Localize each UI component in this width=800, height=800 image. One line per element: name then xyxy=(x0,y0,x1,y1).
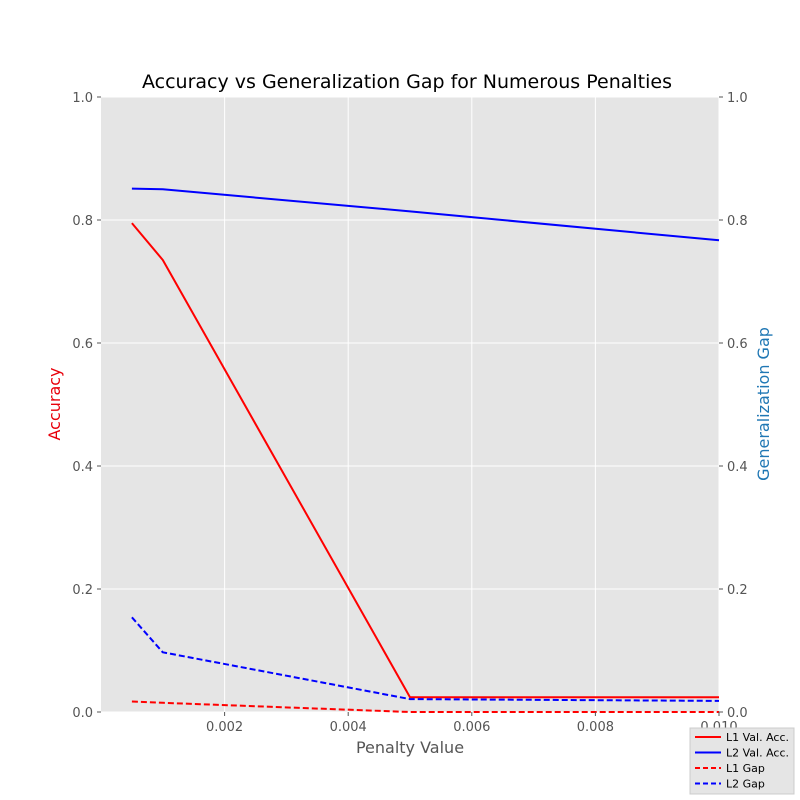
y-left-tick-label: 0.6 xyxy=(72,337,93,352)
series-layer xyxy=(131,187,720,713)
y-right-tick-label: 1.0 xyxy=(727,91,748,106)
grid-layer xyxy=(101,96,720,713)
y-left-tick-label: 0.4 xyxy=(72,460,93,475)
legend-label: L2 Val. Acc. xyxy=(726,747,789,760)
y-right-tick-label: 0.0 xyxy=(727,706,748,721)
ticks-layer: 0.0020.0040.0060.0080.0100.00.00.20.20.4… xyxy=(72,91,747,735)
legend: L1 Val. Acc. L2 Val. Acc. L1 Gap L2 Gap xyxy=(689,727,795,795)
x-tick-label: 0.008 xyxy=(577,720,614,735)
y-axis-left-label: Accuracy xyxy=(45,367,64,440)
y-right-tick-label: 0.2 xyxy=(727,583,748,598)
y-left-tick-label: 1.0 xyxy=(72,91,93,106)
legend-label: L2 Gap xyxy=(726,778,765,791)
chart-title: Accuracy vs Generalization Gap for Numer… xyxy=(142,71,672,93)
legend-label: L1 Val. Acc. xyxy=(726,731,789,744)
x-tick-label: 0.002 xyxy=(206,720,243,735)
x-tick-label: 0.006 xyxy=(453,720,490,735)
y-left-tick-label: 0.8 xyxy=(72,214,93,229)
x-axis-label: Penalty Value xyxy=(356,738,464,757)
x-tick-label: 0.004 xyxy=(330,720,367,735)
y-right-tick-label: 0.4 xyxy=(727,460,748,475)
legend-label: L1 Gap xyxy=(726,762,765,775)
y-right-tick-label: 0.8 xyxy=(727,214,748,229)
plot-area xyxy=(101,97,719,712)
series-line-l2-val-acc xyxy=(131,187,720,242)
y-right-tick-label: 0.6 xyxy=(727,337,748,352)
y-axis-right-label: Generalization Gap xyxy=(754,327,773,481)
y-left-tick-label: 0.2 xyxy=(72,583,93,598)
y-left-tick-label: 0.0 xyxy=(72,706,93,721)
series-line-l1-val-acc xyxy=(131,222,719,699)
series-line-l1-gap xyxy=(131,700,719,713)
series-line-l2-gap xyxy=(131,616,720,702)
